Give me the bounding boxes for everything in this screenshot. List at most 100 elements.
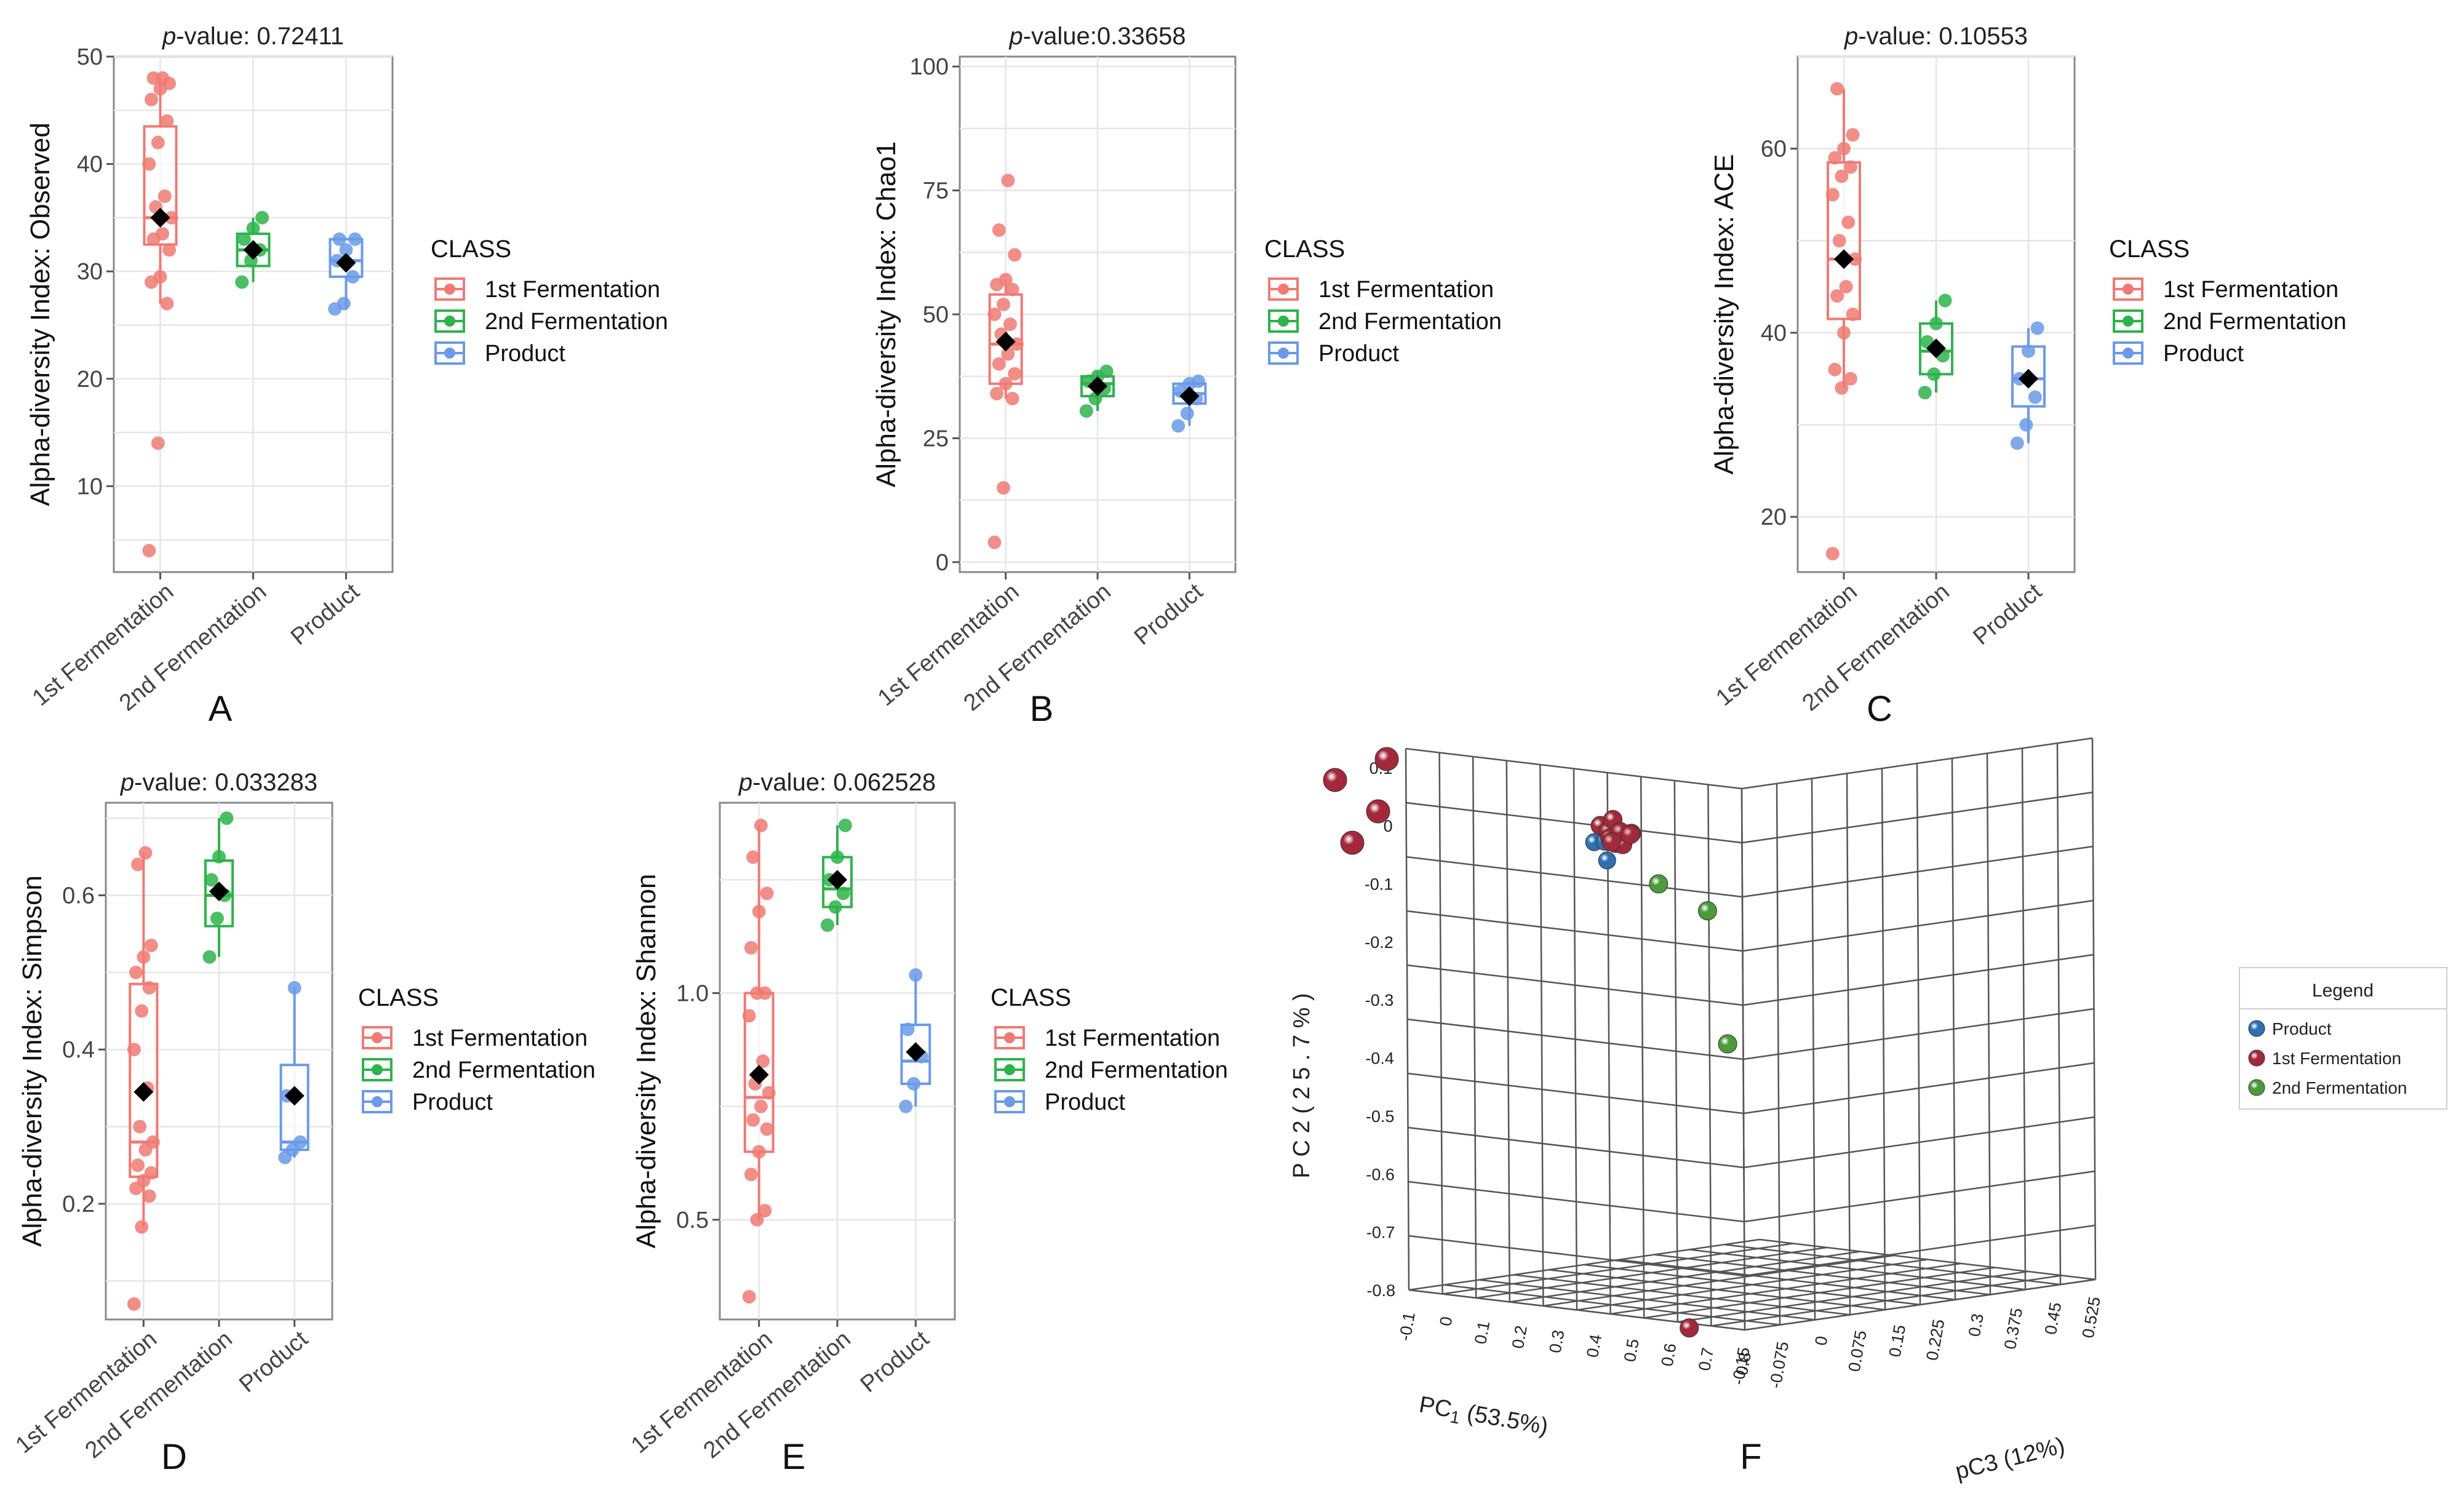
pc3-tick-label: 0 [1811,1335,1831,1347]
pca-point [1649,874,1669,894]
data-point [831,850,844,864]
pca-point [1340,830,1365,855]
x-tick-label: Product [234,1326,313,1398]
grid-wall-right [1986,753,1992,1295]
grid-wall-left [1407,1018,1744,1060]
data-point [137,950,151,964]
grid-wall-left [1472,756,1477,1299]
pca-point [1366,799,1390,824]
pca-series-1st-fermentation-outliers [1323,747,1699,1338]
data-point [758,1204,772,1218]
mean-diamond [150,207,170,228]
y-tick-label: 50 [923,302,949,328]
panel-letter: D [161,1437,187,1477]
pc1-tick-label: 0 [1436,1315,1456,1327]
data-point [836,886,850,901]
data-point [235,275,249,289]
box-first [987,173,1024,549]
data-point [1001,173,1015,188]
data-point [1927,367,1941,381]
data-point [144,1166,158,1180]
x-tick-label: Product [1968,578,2047,650]
pc1-tick-label: 0.5 [1621,1337,1643,1363]
p-italic: p [1009,23,1023,50]
data-point [1830,82,1844,96]
panel-title: p-value: 0.062528 [738,769,936,796]
data-point [144,938,158,952]
data-point [762,1086,776,1100]
grid-floor [1584,1263,1921,1306]
legend-title: CLASS [358,984,439,1011]
data-point [992,223,1006,237]
data-point [133,1120,147,1134]
data-point [153,269,167,284]
y-tick-label: 40 [1761,320,1787,346]
legend-item-label: Product [2163,341,2244,367]
data-point [746,1113,760,1127]
legend-item-label: Product [1045,1089,1125,1115]
pc1-label-sub: 1 [1449,1407,1462,1427]
data-point [151,436,165,450]
data-point [1828,151,1842,165]
panel-letter: A [209,689,233,729]
grid-wall-left [1505,760,1511,1302]
pc3-axis-label: pC3 (12%) [1953,1433,2067,1485]
legend-key-dot [1278,284,1289,295]
mean-diamond [827,870,847,890]
data-point [1839,280,1853,294]
pc3-tick-label: 0.225 [1923,1318,1948,1362]
y-tick-label: 0 [936,550,949,576]
data-point [2022,344,2035,358]
data-point [742,1009,756,1023]
y-tick-label: 60 [1761,137,1787,162]
pca-point [1323,768,1347,792]
data-point [160,296,174,311]
grid-wall-right [2091,738,2097,1280]
grid-floor [1408,1238,1760,1291]
grid-wall-right [1742,791,2093,844]
data-point [1008,248,1022,262]
box-first [1825,82,1862,561]
pc3-tick-label: 0.375 [2001,1307,2026,1351]
data-point [754,818,768,832]
pc2-tick-label: -0.7 [1366,1223,1395,1242]
pc3-tick-label: -0.15 [1729,1346,1753,1387]
pca-point [1697,901,1717,921]
grid-wall-left [1406,802,1742,844]
data-point [127,1043,141,1057]
legend-key-dot [372,1064,383,1075]
data-point [820,918,834,932]
data-point [142,1189,156,1203]
p-value-text: -value: 0.033283 [134,769,317,796]
data-point [2010,436,2024,450]
grid-wall-left [1406,964,1744,1006]
data-point [1832,234,1846,248]
legend-item-label: 1st Fermentation [485,277,660,303]
data-point [160,114,174,128]
data-point [293,1135,307,1149]
legend-class: CLASS 1st Fermentation 2nd Fermentation Pro… [991,984,1228,1115]
data-point [144,92,158,106]
y-tick-label: 100 [910,54,949,80]
data-point [2019,418,2033,432]
legend-item-label: 2nd Fermentation [2163,309,2346,335]
box-panel-b: 0 25 50 75 100 p-value:0.33658 Alpha-diversity… [871,23,1502,729]
data-point [142,981,156,995]
p-value-text: -value: 0.72411 [176,23,344,50]
p-italic: p [738,769,752,796]
data-point [997,481,1011,495]
p-italic: p [1844,23,1858,50]
box-first [742,818,776,1304]
data-point [752,1145,766,1159]
data-point [752,904,766,918]
pca-legend-marker [2248,1049,2265,1067]
grid-wall-left [1405,747,1742,790]
data-point [157,189,172,203]
pc3-tick-label: 0.075 [1845,1329,1870,1373]
pc1-tick-label: 0.1 [1471,1319,1493,1345]
box-panel-a: 10 20 30 40 50 p-value: 0.72411 Alpha-diversit… [25,23,668,729]
data-point [1008,367,1022,381]
box-panel-c: 20 40 60 p-value: 0.10553 Alpha-diversity In… [1709,23,2346,729]
pca-point [1598,851,1616,870]
